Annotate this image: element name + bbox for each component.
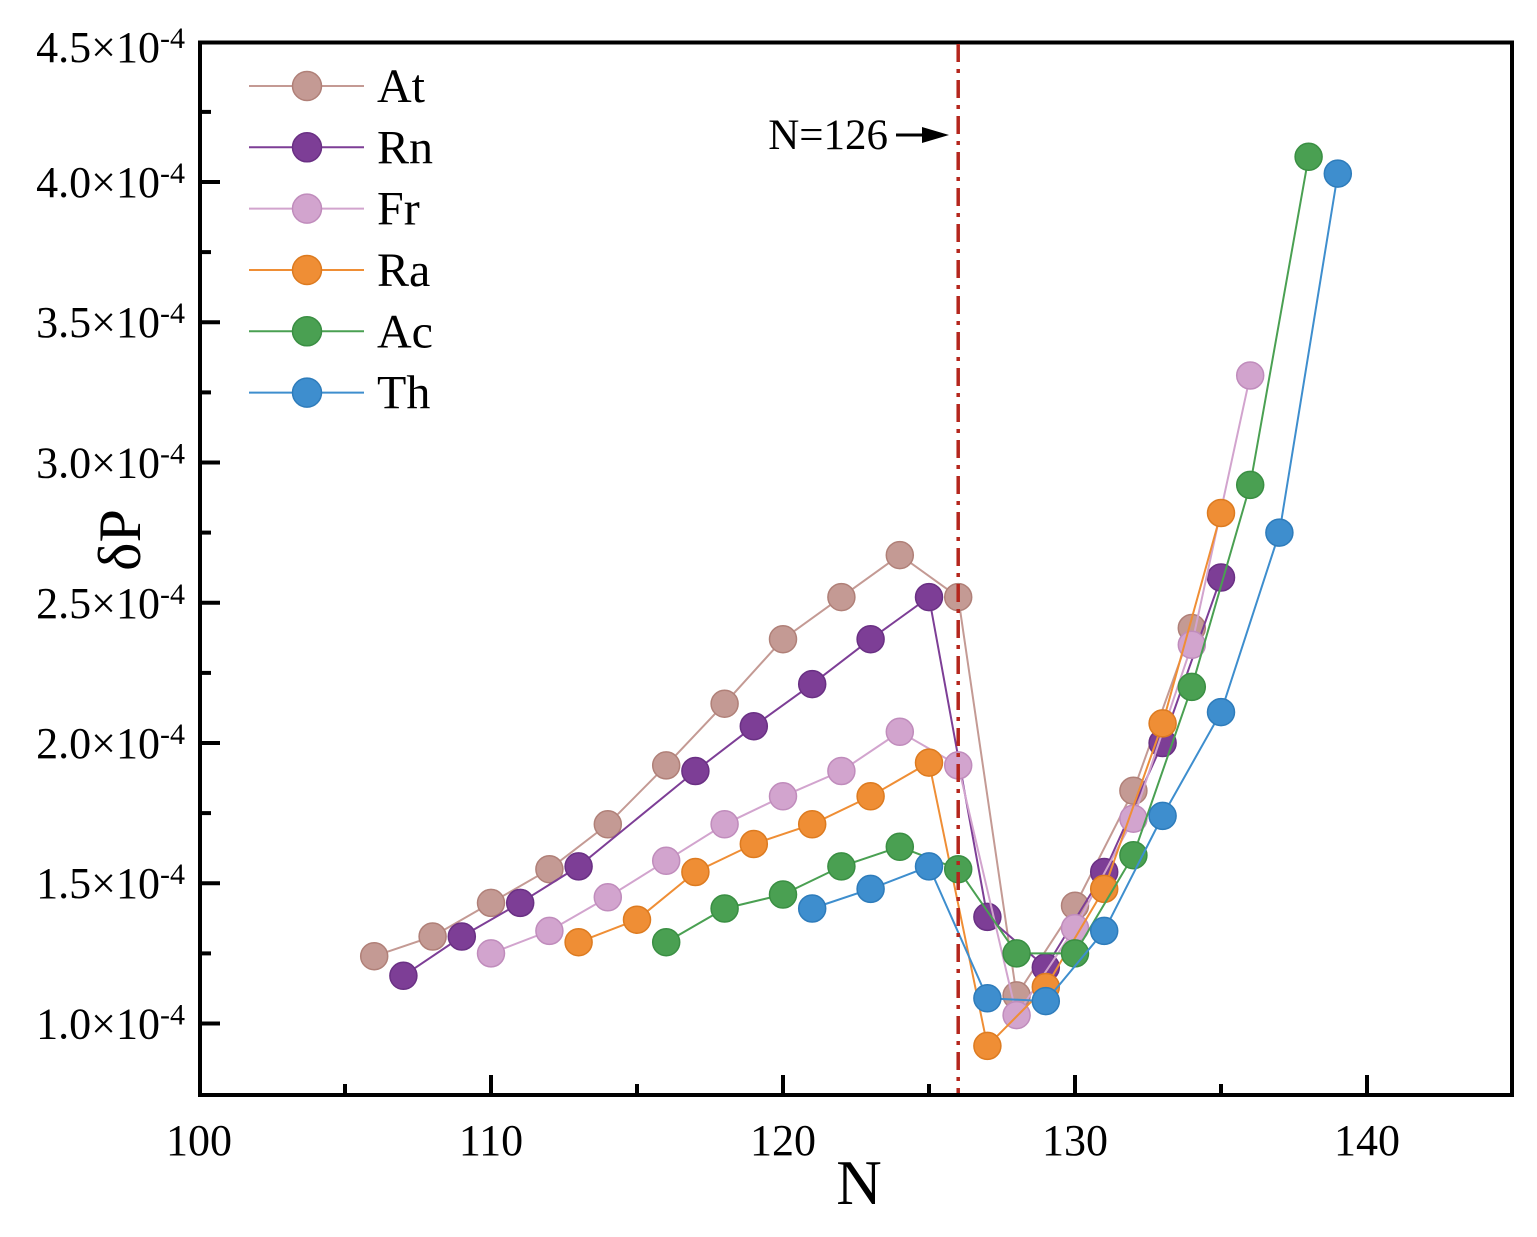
svg-text:140: 140 <box>1334 1116 1400 1165</box>
svg-text:Fr: Fr <box>377 183 420 236</box>
svg-text:100: 100 <box>166 1116 232 1165</box>
svg-text:3.5×10-4: 3.5×10-4 <box>36 297 185 347</box>
svg-text:At: At <box>377 60 426 113</box>
svg-text:3.0×10-4: 3.0×10-4 <box>36 438 185 488</box>
svg-text:120: 120 <box>750 1116 816 1165</box>
svg-text:Th: Th <box>377 367 430 420</box>
svg-text:N: N <box>836 1148 882 1218</box>
svg-text:N=126: N=126 <box>768 112 888 159</box>
svg-text:4.0×10-4: 4.0×10-4 <box>36 157 185 207</box>
svg-text:δP: δP <box>87 509 153 571</box>
svg-text:1.0×10-4: 1.0×10-4 <box>36 999 185 1049</box>
svg-text:130: 130 <box>1042 1116 1108 1165</box>
svg-text:4.5×10-4: 4.5×10-4 <box>36 22 185 72</box>
svg-text:2.0×10-4: 2.0×10-4 <box>36 718 185 768</box>
svg-text:2.5×10-4: 2.5×10-4 <box>36 578 185 628</box>
svg-text:1.5×10-4: 1.5×10-4 <box>36 858 185 908</box>
svg-text:Ra: Ra <box>377 244 430 297</box>
svg-text:Ac: Ac <box>377 305 433 358</box>
svg-text:110: 110 <box>459 1116 523 1165</box>
svg-text:Rn: Rn <box>377 121 433 174</box>
